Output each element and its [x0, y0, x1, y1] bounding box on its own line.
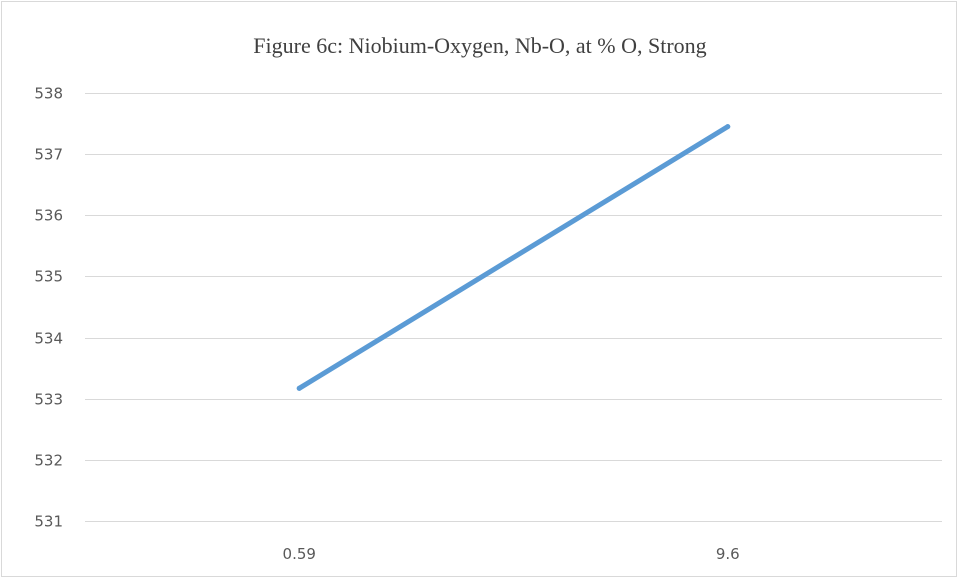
y-tick-label: 536	[34, 207, 63, 225]
chart-title: Figure 6c: Niobium-Oxygen, Nb-O, at % O,…	[253, 33, 707, 58]
x-tick-label: 0.59	[283, 545, 316, 563]
data-point	[296, 385, 302, 391]
y-axis-tick-labels: 531 532 533 534 535 536 537 538	[34, 85, 63, 531]
series-line-0	[296, 124, 731, 391]
y-tick-label: 535	[34, 268, 63, 286]
x-tick-label: 9.6	[716, 545, 740, 563]
gridlines	[85, 93, 942, 522]
y-tick-label: 533	[34, 391, 63, 409]
x-axis-tick-labels: 0.59 9.6	[283, 545, 740, 563]
series-layer	[296, 124, 731, 391]
y-tick-label: 537	[34, 146, 63, 164]
y-tick-label: 532	[34, 452, 63, 470]
y-tick-label: 534	[34, 330, 63, 348]
y-tick-label: 538	[34, 85, 63, 103]
data-point	[725, 124, 731, 130]
y-tick-label: 531	[34, 513, 63, 531]
